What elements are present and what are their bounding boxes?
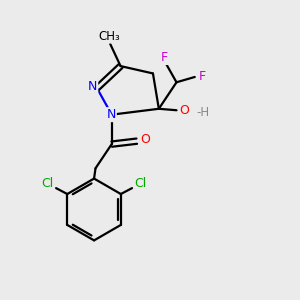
Text: -H: -H <box>196 106 209 119</box>
Text: F: F <box>199 70 206 83</box>
Text: O: O <box>179 104 189 117</box>
Text: N: N <box>88 80 97 93</box>
Text: CH₃: CH₃ <box>99 30 121 43</box>
Text: O: O <box>140 133 150 146</box>
Text: Cl: Cl <box>135 177 147 190</box>
Text: N: N <box>106 108 116 121</box>
Text: F: F <box>161 51 168 64</box>
Text: Cl: Cl <box>41 177 53 190</box>
